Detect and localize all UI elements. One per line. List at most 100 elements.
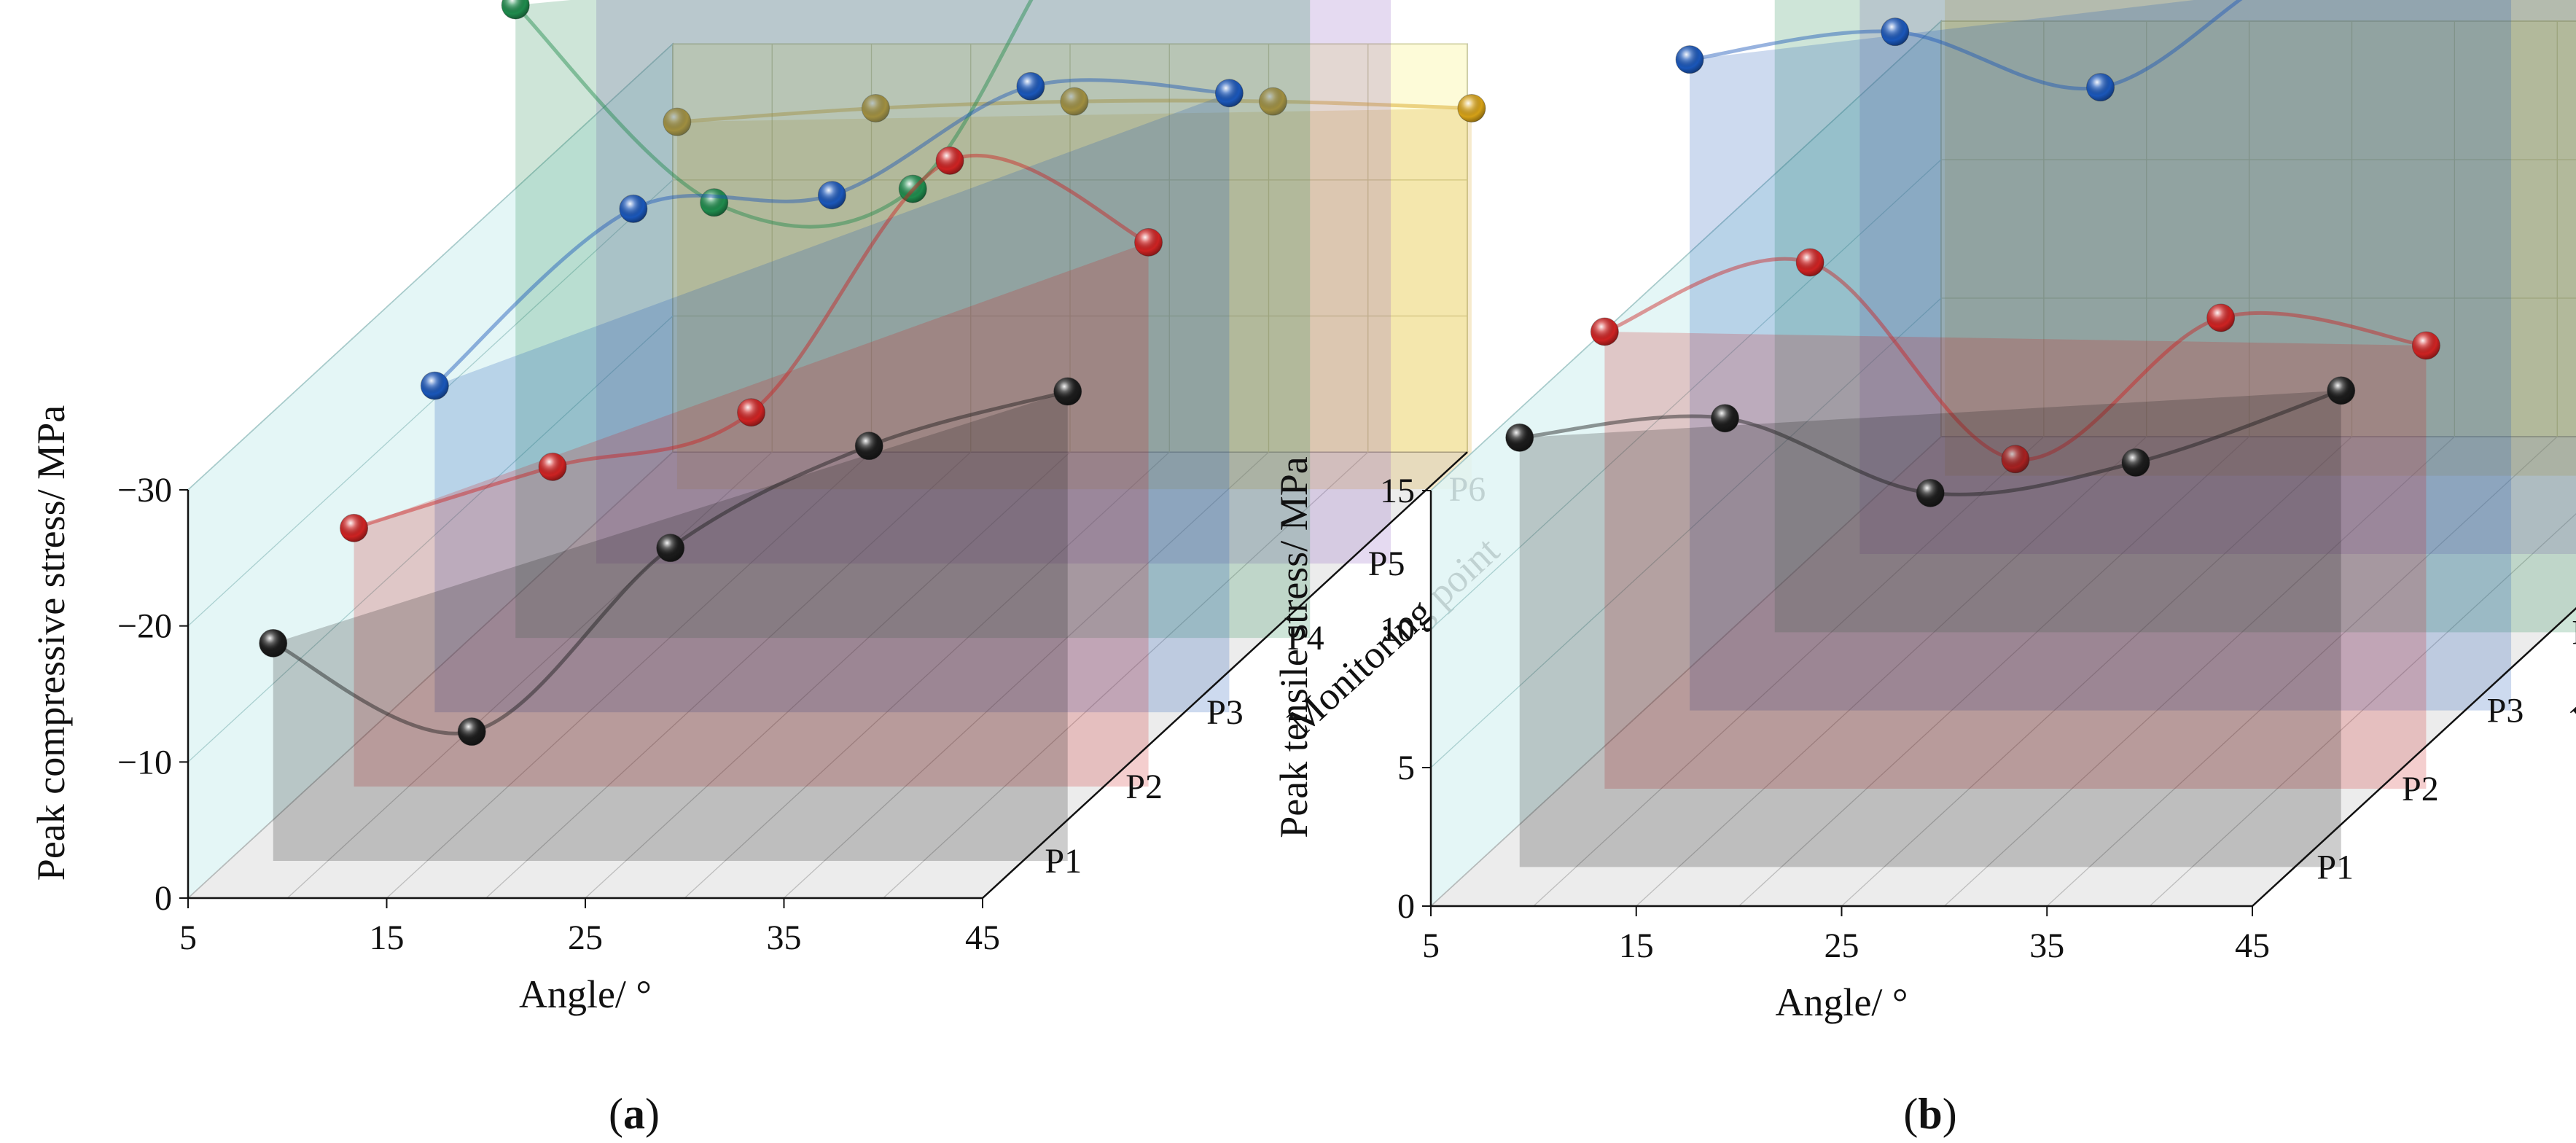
data-point-shine bbox=[340, 514, 368, 542]
data-point-shine bbox=[1259, 87, 1287, 116]
floor-gridline bbox=[784, 451, 1269, 899]
z-tick-label: P4 bbox=[2572, 613, 2576, 652]
data-point-shine bbox=[2206, 304, 2235, 332]
series-fill-P1 bbox=[1519, 390, 2341, 867]
z-tick-label: P1 bbox=[2317, 848, 2354, 886]
series-fill-P5 bbox=[1859, 0, 2576, 554]
x-tick-label: 45 bbox=[965, 918, 1000, 957]
data-point-shine bbox=[1053, 378, 1082, 406]
caption-a: (a) bbox=[609, 1090, 660, 1138]
floor-gridline bbox=[1430, 436, 1942, 907]
x-tick-label: 15 bbox=[370, 918, 405, 957]
data-point-shine bbox=[862, 94, 890, 122]
data-point-shine bbox=[501, 0, 530, 20]
floor-gridline bbox=[883, 451, 1369, 899]
data-point-shine bbox=[1060, 87, 1088, 116]
caption-b: (b) bbox=[1903, 1090, 1956, 1138]
data-point-shine bbox=[1711, 404, 1739, 432]
z-tick-label: P2 bbox=[2402, 770, 2439, 808]
z-tick-label: P2 bbox=[1125, 768, 1163, 806]
data-point-shine bbox=[2001, 445, 2029, 473]
y-tick-label: 10 bbox=[1380, 610, 1415, 649]
z-tick-label: P4 bbox=[1287, 619, 1324, 658]
data-point-shine bbox=[663, 108, 691, 136]
data-point-shine bbox=[936, 147, 964, 175]
data-point-shine bbox=[1505, 424, 1534, 452]
data-point-shine bbox=[421, 372, 449, 400]
data-point-shine bbox=[737, 398, 765, 426]
x-tick-label: 35 bbox=[2029, 927, 2064, 965]
z-tick-label: P3 bbox=[1206, 693, 1244, 732]
data-point-shine bbox=[2327, 376, 2355, 405]
y-tick-label: 0 bbox=[1397, 887, 1415, 926]
data-point-shine bbox=[700, 188, 728, 216]
data-point-shine bbox=[656, 534, 684, 562]
floor-gridline bbox=[1841, 436, 2352, 907]
data-point-shine bbox=[1134, 228, 1163, 257]
series-fill-P2 bbox=[1604, 332, 2427, 789]
data-point-shine bbox=[1457, 94, 1486, 122]
data-point-shine bbox=[1881, 17, 1909, 46]
floor-gridline bbox=[286, 451, 773, 899]
y-tick-label: −10 bbox=[117, 743, 172, 781]
data-point-shine bbox=[899, 175, 927, 203]
floor-gridline bbox=[2149, 513, 2576, 907]
floor-gridline bbox=[1533, 436, 2045, 907]
y-axis-title: Peak compressive stress/ MPa bbox=[29, 405, 73, 881]
floor-gridline bbox=[1636, 436, 2147, 907]
z-tick-label: P3 bbox=[2487, 692, 2524, 730]
data-point-shine bbox=[1676, 45, 1704, 74]
x-axis-title: Angle/ ° bbox=[519, 972, 652, 1016]
y-tick-label: 0 bbox=[155, 879, 172, 918]
data-point-shine bbox=[1016, 72, 1045, 101]
series-line-P2 bbox=[353, 153, 1150, 530]
y-tick-label: 15 bbox=[1380, 472, 1415, 510]
floor-gridline bbox=[1943, 436, 2455, 907]
floor-gridline bbox=[2046, 436, 2558, 907]
data-point-shine bbox=[2121, 448, 2150, 477]
y-tick-label: −20 bbox=[117, 607, 172, 646]
data-point-shine bbox=[1916, 479, 1945, 507]
x-axis-title: Angle/ ° bbox=[1775, 980, 1908, 1024]
x-tick-label: 5 bbox=[179, 918, 197, 957]
series-fill-P3 bbox=[434, 93, 1230, 713]
data-point-shine bbox=[1591, 318, 1619, 346]
z-axis-line bbox=[2252, 606, 2576, 907]
floor-gridline bbox=[187, 451, 674, 899]
series-fill-P3 bbox=[1690, 0, 2512, 711]
x-tick-label: 25 bbox=[568, 918, 603, 957]
x-tick-label: 5 bbox=[1422, 927, 1440, 965]
data-point-shine bbox=[259, 629, 287, 658]
data-point-shine bbox=[619, 195, 647, 223]
side-gridline bbox=[187, 316, 674, 762]
x-tick-label: 45 bbox=[2235, 927, 2270, 965]
chart-panel-b: 515253545051015P1P2P3P4P5P6Angle/ °Peak … bbox=[1272, 0, 2576, 1024]
x-tick-label: 15 bbox=[1619, 927, 1654, 965]
z-axis-line bbox=[982, 451, 1468, 899]
floor-gridline bbox=[1738, 436, 2250, 907]
y-axis-title: Peak tensile stress/ MPa bbox=[1272, 456, 1316, 838]
data-point-shine bbox=[2412, 332, 2440, 359]
side-gridline bbox=[187, 179, 674, 627]
z-tick-label: P5 bbox=[1368, 545, 1405, 583]
series-fill-P2 bbox=[354, 242, 1149, 787]
series-fill-P5 bbox=[596, 0, 1392, 564]
data-point-shine bbox=[1215, 79, 1244, 107]
series-fill-P4 bbox=[515, 0, 1311, 639]
side-gridline bbox=[1430, 20, 1942, 491]
series-fill-P4 bbox=[1774, 0, 2576, 633]
x-tick-label: 25 bbox=[1824, 927, 1859, 965]
data-point-shine bbox=[855, 432, 883, 460]
data-point-shine bbox=[539, 453, 567, 481]
floor-gridline bbox=[386, 451, 872, 899]
data-point-shine bbox=[2086, 73, 2115, 101]
data-point-shine bbox=[458, 717, 486, 746]
y-tick-label: 5 bbox=[1397, 749, 1415, 787]
z-tick-label: P1 bbox=[1045, 842, 1082, 881]
floor-gridline bbox=[684, 451, 1170, 899]
y-tick-label: −30 bbox=[117, 471, 172, 510]
x-tick-label: 35 bbox=[767, 918, 802, 957]
data-point-shine bbox=[818, 181, 846, 209]
